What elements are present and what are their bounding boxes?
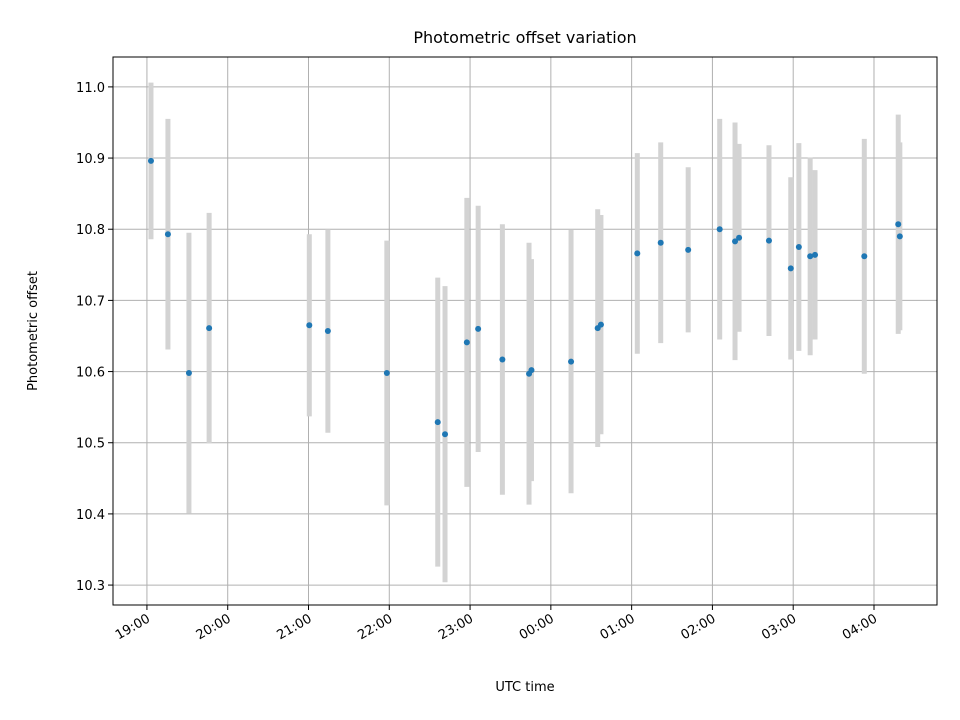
chart-title: Photometric offset variation [413, 28, 636, 47]
data-points [147, 157, 903, 438]
data-point [765, 237, 772, 244]
y-axis: 10.3 10.4 10.5 10.6 10.7 10.8 10.9 11.0 [76, 81, 113, 594]
y-tick-label: 10.5 [76, 437, 105, 452]
data-point [716, 226, 723, 233]
y-tick-label: 10.4 [76, 508, 105, 523]
data-point [324, 328, 331, 334]
data-point [568, 358, 575, 365]
data-point [434, 419, 441, 426]
data-point [812, 251, 819, 258]
data-point [185, 369, 192, 376]
data-point [475, 325, 482, 332]
data-point [383, 369, 390, 376]
data-point [896, 233, 903, 240]
data-point [807, 253, 814, 260]
data-point [206, 325, 213, 332]
y-axis-label: Photometric offset [26, 271, 41, 391]
y-tick-label: 10.9 [76, 152, 105, 167]
data-point [528, 367, 535, 374]
data-point [634, 250, 641, 257]
data-point [795, 244, 802, 251]
data-point [732, 238, 739, 245]
data-point [861, 253, 868, 260]
data-point [463, 339, 470, 346]
data-point [657, 239, 664, 246]
grid [113, 57, 937, 605]
x-axis-label: UTC time [495, 680, 554, 695]
data-point [164, 231, 171, 238]
data-point [306, 322, 313, 329]
y-tick-label: 10.8 [76, 223, 105, 238]
data-point [597, 321, 604, 328]
y-tick-label: 10.6 [76, 366, 105, 381]
data-point [895, 221, 902, 228]
data-point [147, 157, 154, 164]
data-point [736, 234, 743, 241]
data-point [499, 356, 506, 363]
data-point [787, 265, 794, 272]
y-tick-label: 10.3 [76, 579, 105, 594]
plot-frame [112, 56, 938, 606]
y-tick-label: 10.7 [76, 294, 105, 309]
data-point [685, 246, 692, 253]
data-point [442, 431, 449, 438]
y-tick-label: 11.0 [76, 81, 105, 96]
